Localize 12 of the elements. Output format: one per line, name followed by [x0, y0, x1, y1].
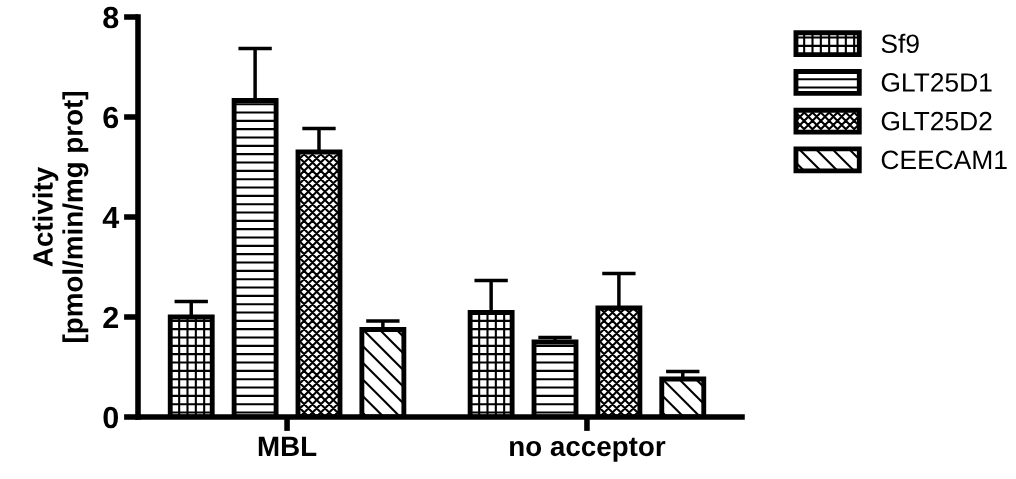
legend-label: CEECAM1 [881, 150, 1007, 170]
x-tick-label: no acceptor [510, 437, 666, 462]
legend-label: Sf9 [881, 33, 919, 54]
y-tick-label: 4 [102, 207, 120, 229]
legend-label: GLT25D2 [881, 111, 992, 131]
y-tick-label: 0 [103, 406, 118, 429]
y-tick-label: 6 [103, 106, 119, 129]
y-tick-label: 8 [103, 6, 119, 29]
legend-label: GLT25D1 [881, 73, 992, 92]
y-tick-label: 2 [103, 306, 119, 329]
x-tick-label: MBL [258, 436, 317, 456]
y-axis-title: Activity [pmol/min/mg prot] [32, 92, 89, 342]
